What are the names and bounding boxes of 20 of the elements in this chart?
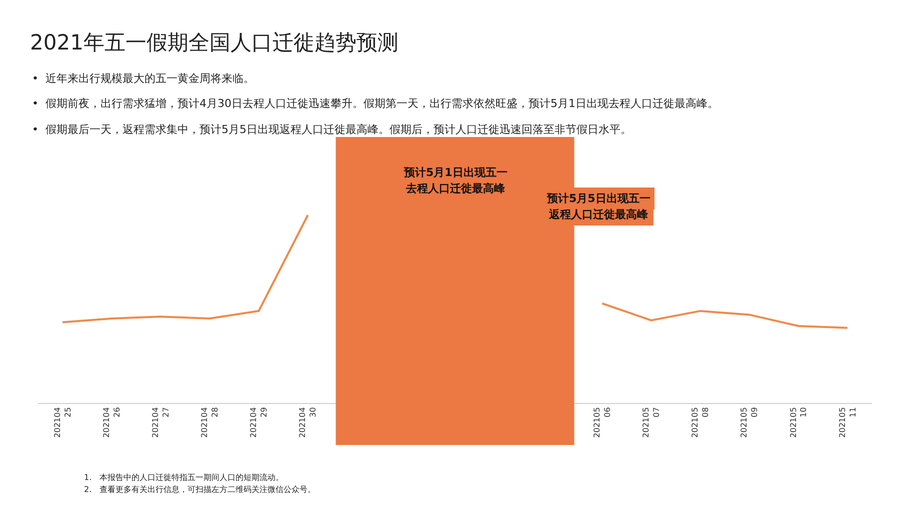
x-tick-label: 202105 10 <box>788 407 808 438</box>
x-tick-label: 202105 06 <box>592 407 612 438</box>
text: 1. 本报告中的人口迁徙特指五一期间人口的短期流动。 <box>84 473 284 482</box>
annotation: 返程人口迁徙最高峰 <box>548 208 649 221</box>
x-tick-label: 202104 30 <box>298 407 318 438</box>
x-tick-label: 202104 27 <box>151 407 170 438</box>
x-tick-label: 202104 29 <box>249 407 269 438</box>
chart-title: 2021年五一假期全国人口迁徙趋势预测 <box>30 30 398 54</box>
x-tick-label: 202105 11 <box>838 407 858 438</box>
text: 预计5月5日出现五一 <box>546 192 650 205</box>
text: 预计5月1日出现五一 <box>403 166 508 179</box>
x-tick-label: 202104 28 <box>200 407 220 438</box>
x-tick-label: 202105 09 <box>740 407 760 438</box>
chart-subtitle: • 近年来出行规模最大的五一黄金周将来临。 • 假期前夜，出行需求猛增，预计4月30日去程人口迁徙迅速攀升。假期第一天，出行需求依然旺盛，预计5月1日出现去程人口迁徙最高峰。 • 假期最后一天，返程需求集中，预计5月5日出现返程人口迁徙最高峰。假期后，预计人口迁徙迅速回落至非节假日水平。 <box>32 72 718 136</box>
x-tick-label: 202104 25 <box>52 407 72 438</box>
text: 去程人口迁徙最高峰 <box>405 182 506 195</box>
x-tick-label: 202105 07 <box>642 407 662 438</box>
x-tick-label: 202105 08 <box>690 407 710 438</box>
text: 2. 查看更多有关出行信息，可扫描左方二维码关注微信公众号。 <box>84 485 316 494</box>
x-tick-label: 202104 26 <box>102 407 122 438</box>
